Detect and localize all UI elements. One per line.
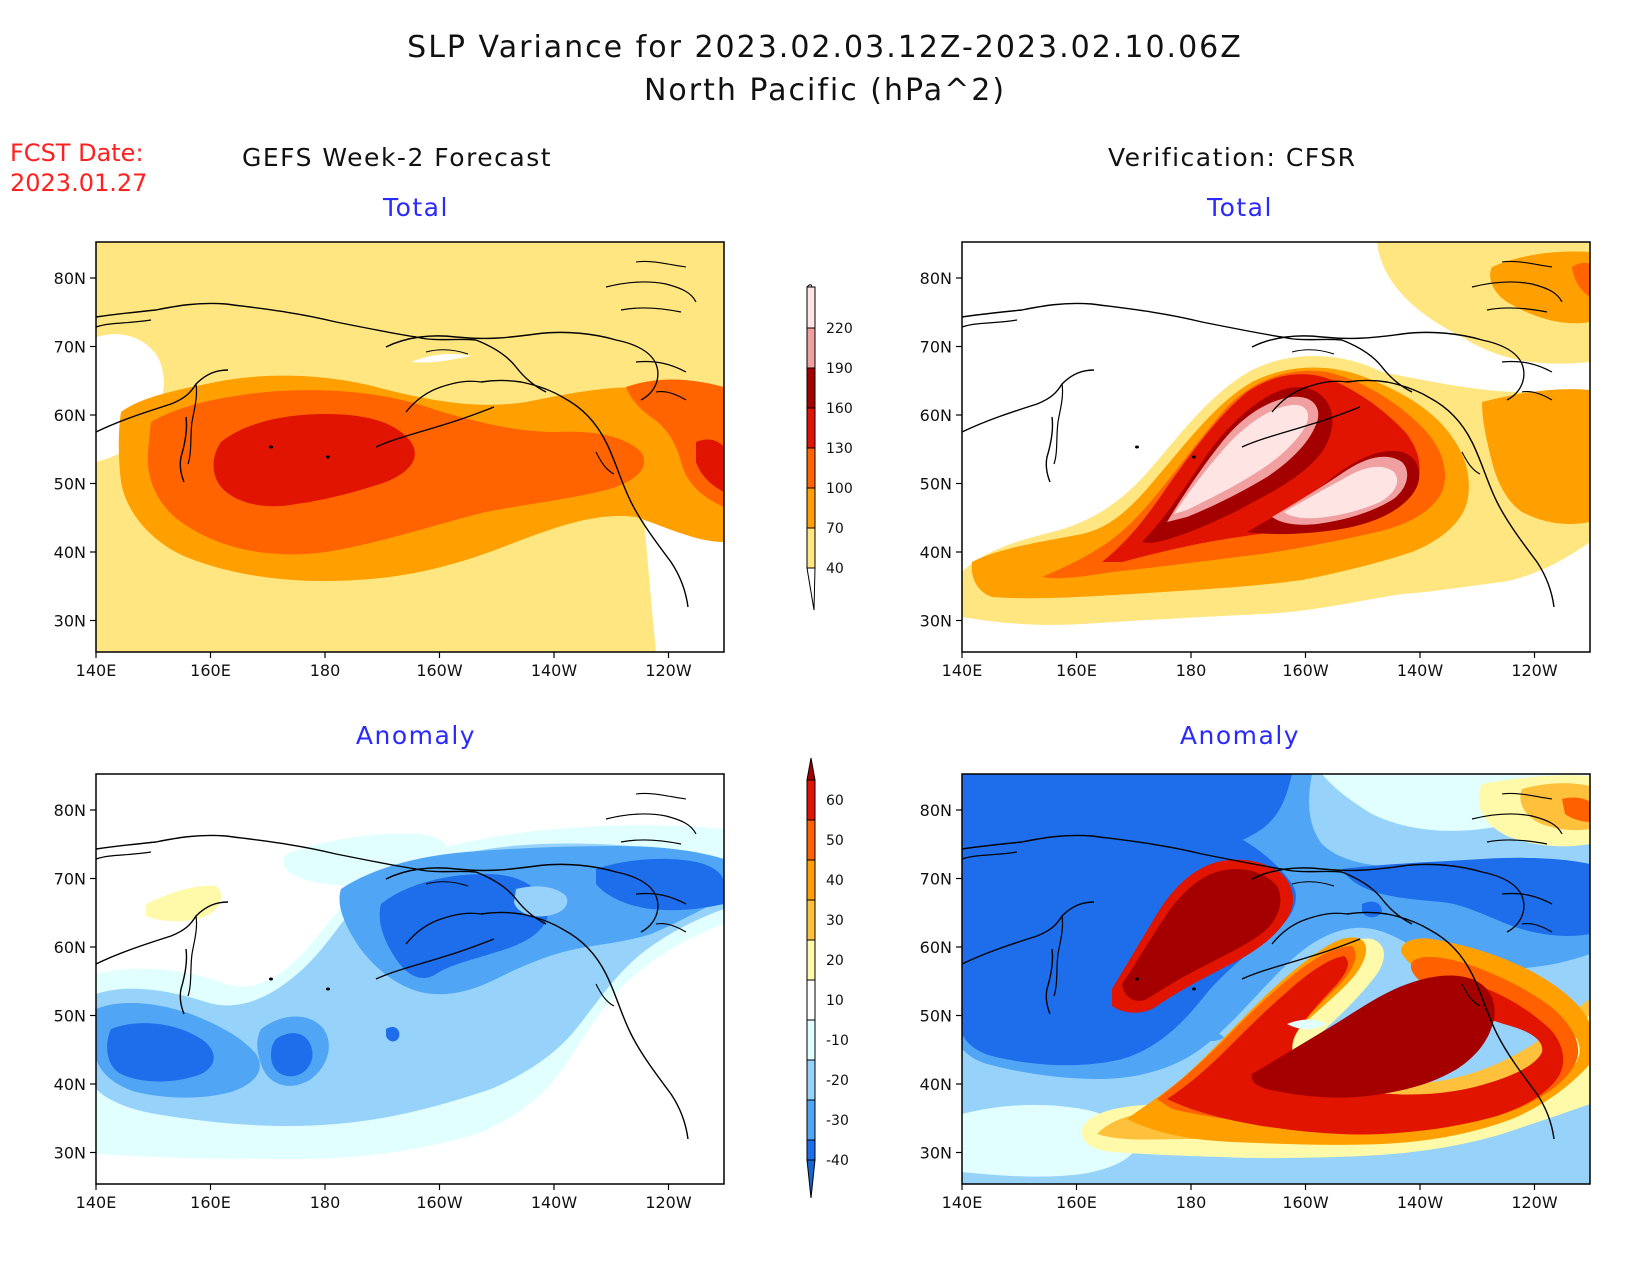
lon-tick-label: 120W [1511,1193,1558,1212]
colorbar-total-labels: 40 70 100 130 160 190 220 [826,321,853,577]
lat-tick-label: 60N [54,938,86,957]
colorbar-anomaly-level: 40 [826,873,844,889]
colorbar-total-level: 130 [826,441,853,457]
lat-tick-label: 50N [920,1007,952,1026]
panel-title-verification-total: Total [1207,193,1273,222]
lon-tick-label: 140W [1397,1193,1444,1212]
lat-tick-label: 30N [54,1144,86,1163]
colorbar-anomaly-labels: -40 -30 -20 -10 10 20 30 40 50 60 [826,793,849,1169]
lon-tick-label: 120W [645,1193,692,1212]
lon-tick-label: 140W [1397,661,1444,680]
colorbar-anomaly-level: -10 [826,1033,849,1049]
lat-tick-label: 60N [920,938,952,957]
lon-tick-label: 180 [310,661,341,680]
main-title-line1: SLP Variance for 2023.02.03.12Z-2023.02.… [407,30,1243,65]
lon-tick-label: 140E [942,661,983,680]
colorbar-anomaly-level: 20 [826,953,844,969]
lon-tick-label: 140E [76,1193,117,1212]
axes-forecast-total: 80N 70N 60N 50N 40N 30N 140E 160E 180 160W 140W 120… [54,269,692,680]
lat-tick-label: 50N [54,1007,86,1026]
main-title-line2: North Pacific (hPa^2) [643,73,1007,108]
lon-tick-label: 140W [531,661,578,680]
colorbar-anomaly: -40 -30 -20 -10 10 20 30 40 50 60 [806,757,849,1199]
map-verification-total [961,241,1591,653]
lon-tick-label: 120W [645,661,692,680]
lat-tick-label: 60N [920,406,952,425]
lon-tick-label: 140E [942,1193,983,1212]
map-forecast-total [95,241,725,653]
colorbar-total-level: 190 [826,361,853,377]
colorbar-anomaly-level: 60 [826,793,844,809]
lat-tick-label: 40N [920,543,952,562]
lon-tick-label: 160W [1282,1193,1329,1212]
lon-tick-label: 120W [1511,661,1558,680]
panel-title-verification-anomaly: Anomaly [1179,721,1301,750]
lat-tick-label: 80N [54,269,86,288]
lat-tick-label: 50N [54,475,86,494]
colorbar-total-level: 70 [826,521,844,537]
panel-title-forecast-anomaly: Anomaly [355,721,477,750]
map-verification-anomaly [961,773,1591,1185]
lat-tick-label: 50N [920,475,952,494]
colorbar-anomaly-level: 10 [826,993,844,1009]
lon-tick-label: 180 [1176,1193,1207,1212]
colorbar-total: 40 70 100 130 160 190 220 [806,284,853,611]
lon-tick-label: 160E [190,1193,231,1212]
lon-tick-label: 160E [1056,1193,1097,1212]
fcst-date-value: 2023.01.27 [10,169,148,197]
lon-tick-label: 160W [1282,661,1329,680]
axes-verification-anomaly: 80N 70N 60N 50N 40N 30N 140E 160E 180 160W 140W 120… [920,801,1558,1212]
lat-tick-label: 70N [920,338,952,357]
axes-verification-total: 80N 70N 60N 50N 40N 30N 140E 160E 180 160W 140W 120… [920,269,1558,680]
panel-title-forecast-total: Total [383,193,449,222]
lat-tick-label: 80N [920,801,952,820]
colorbar-anomaly-level: 50 [826,833,844,849]
lon-tick-label: 160W [416,1193,463,1212]
lat-tick-label: 30N [54,612,86,631]
lat-tick-label: 40N [54,543,86,562]
lat-tick-label: 40N [54,1075,86,1094]
column-title-forecast: GEFS Week-2 Forecast [242,143,553,172]
colorbar-anomaly-level: -40 [826,1153,849,1169]
lat-tick-label: 80N [920,269,952,288]
lat-tick-label: 70N [920,870,952,889]
lat-tick-label: 70N [54,870,86,889]
lon-tick-label: 180 [1176,661,1207,680]
lat-tick-label: 40N [920,1075,952,1094]
axes-forecast-anomaly: 80N 70N 60N 50N 40N 30N 140E 160E 180 160W 140W 120… [54,801,692,1212]
colorbar-total-level: 40 [826,561,844,577]
lat-tick-label: 30N [920,612,952,631]
column-title-verification: Verification: CFSR [1108,143,1357,172]
lon-tick-label: 160W [416,661,463,680]
lon-tick-label: 140E [76,661,117,680]
lon-tick-label: 160E [1056,661,1097,680]
lon-tick-label: 140W [531,1193,578,1212]
colorbar-anomaly-level: -20 [826,1073,849,1089]
fcst-date-block: FCST Date: 2023.01.27 [10,138,147,198]
lat-tick-label: 30N [920,1144,952,1163]
colorbar-total-level: 100 [826,481,853,497]
lat-tick-label: 60N [54,406,86,425]
lat-tick-label: 70N [54,338,86,357]
colorbar-total-level: 220 [826,321,853,337]
lon-tick-label: 180 [310,1193,341,1212]
colorbar-total-level: 160 [826,401,853,417]
fcst-date-label: FCST Date: [10,139,144,167]
colorbar-anomaly-level: -30 [826,1113,849,1129]
colorbar-anomaly-level: 30 [826,913,844,929]
map-forecast-anomaly [95,773,725,1185]
lon-tick-label: 160E [190,661,231,680]
lat-tick-label: 80N [54,801,86,820]
